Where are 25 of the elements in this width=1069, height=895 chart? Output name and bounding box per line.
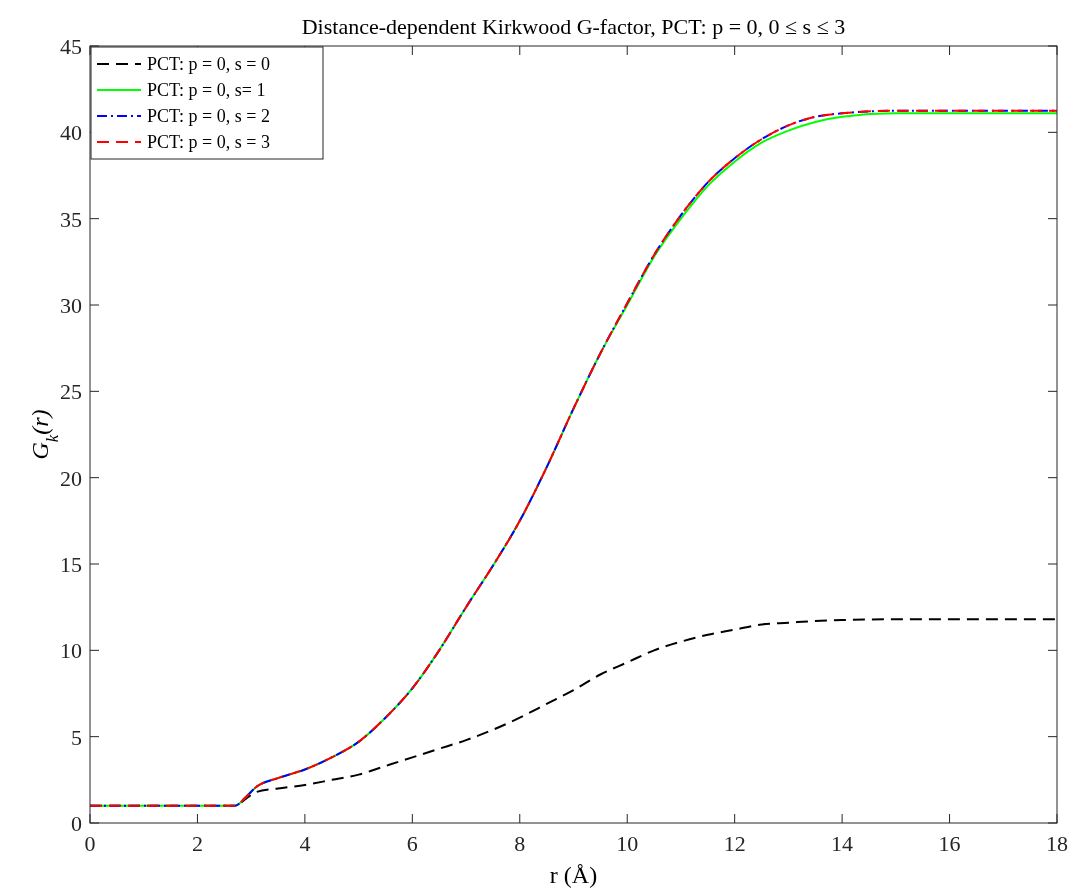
y-tick-label: 45 — [60, 34, 82, 59]
chart-title: Distance-dependent Kirkwood G-factor, PCT: p = 0, 0 ≤ s ≤ 3 — [301, 14, 846, 39]
legend-label: PCT: p = 0, s = 3 — [147, 132, 270, 152]
legend-label: PCT: p = 0, s = 0 — [147, 54, 270, 74]
x-tick-label: 6 — [406, 831, 418, 856]
x-tick-label: 10 — [616, 831, 639, 856]
x-axis-title: r (Å) — [549, 862, 598, 888]
x-tick-label: 4 — [299, 831, 311, 856]
x-tick-label: 18 — [1046, 831, 1068, 856]
x-tick-label: 8 — [514, 831, 526, 856]
y-tick-label: 5 — [71, 724, 82, 750]
y-tick-label: 20 — [60, 465, 82, 491]
x-tick-label: 14 — [831, 831, 854, 856]
x-tick-label: 12 — [723, 831, 746, 856]
legend-label: PCT: p = 0, s = 2 — [147, 106, 270, 126]
legend-label: PCT: p = 0, s= 1 — [147, 80, 266, 100]
x-tick-label: 16 — [938, 831, 961, 856]
y-tick-label: 10 — [60, 638, 82, 664]
y-tick-label: 30 — [60, 293, 82, 318]
y-tick-label: 25 — [60, 379, 82, 405]
y-tick-label: 35 — [60, 206, 82, 232]
y-tick-label: 0 — [71, 811, 82, 836]
y-tick-label: 15 — [60, 552, 82, 577]
y-tick-label: 40 — [60, 120, 82, 146]
x-tick-label: 2 — [191, 831, 203, 856]
